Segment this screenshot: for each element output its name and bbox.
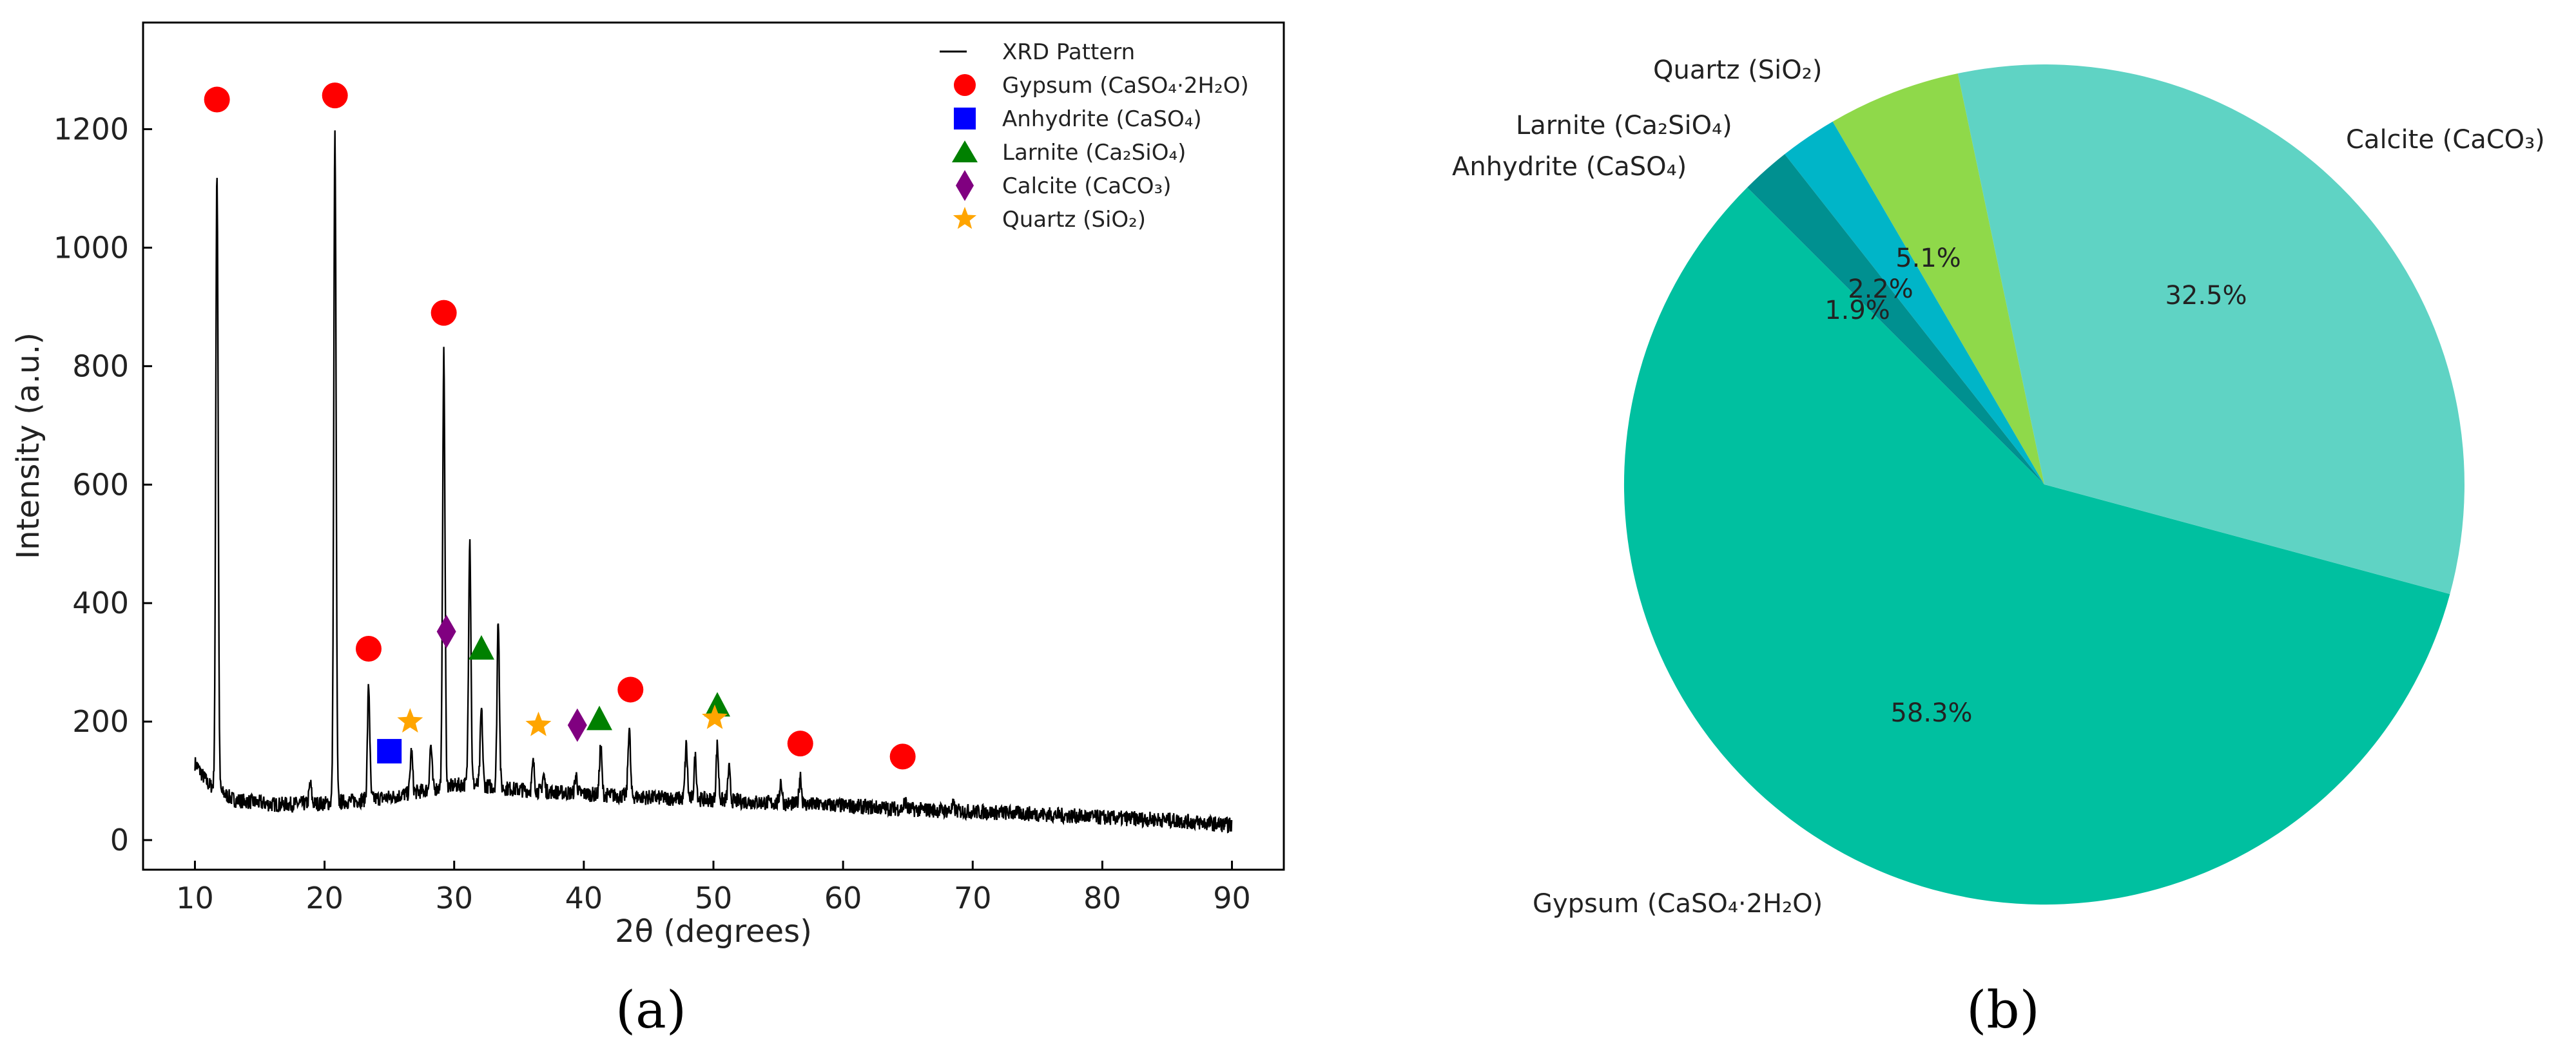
gypsum-marker-2 [355, 635, 382, 662]
xrd-line-layer [194, 130, 1233, 834]
pie-pct-quartz: 5.1% [1895, 244, 1961, 273]
x-tick-label-20: 20 [305, 881, 344, 915]
y-tick-label-600: 600 [72, 467, 129, 502]
gypsum-marker-3 [431, 300, 457, 326]
legend-label-anhydrite: Anhydrite (CaSO₄) [1002, 106, 1202, 132]
y-tick-label-200: 200 [72, 704, 129, 739]
quartz-marker-2 [702, 704, 728, 729]
anhydrite-marker-0 [377, 739, 402, 764]
y-axis-label: Intensity (a.u.) [10, 332, 46, 559]
larnite-marker-1 [586, 705, 612, 731]
legend-marker-anhydrite [954, 108, 976, 129]
pie-label-quartz: Quartz (SiO₂) [1653, 55, 1822, 85]
pie-pct-anhydrite: 1.9% [1825, 296, 1890, 325]
legend-label-larnite: Larnite (Ca₂SiO₄) [1002, 140, 1186, 166]
x-tick-label-40: 40 [565, 881, 603, 915]
x-tick-label-10: 10 [176, 881, 214, 915]
pie-slice-calcite [1957, 64, 2465, 595]
y-tick-label-1000: 1000 [53, 230, 129, 265]
y-tick-label-1200: 1200 [53, 112, 129, 147]
legend-marker-larnite [952, 140, 978, 162]
legend-marker-calcite [956, 170, 974, 201]
pie-pct-gypsum: 58.3% [1890, 698, 1972, 728]
xrd-marker-layer [204, 82, 916, 770]
pie-pct-calcite: 32.5% [2165, 281, 2247, 311]
calcite-marker-0 [436, 615, 456, 649]
gypsum-marker-6 [889, 743, 916, 770]
pie-slices [1623, 64, 2465, 905]
legend-label-gypsum: Gypsum (CaSO₄·2H₂O) [1002, 73, 1249, 99]
pie-slice-gypsum [1623, 187, 2450, 905]
gypsum-marker-1 [322, 82, 348, 109]
larnite-marker-2 [704, 692, 731, 717]
larnite-marker-0 [468, 635, 494, 660]
pie-slice-quartz [1832, 73, 2044, 484]
legend-marker-gypsum [954, 74, 976, 96]
xrd-chart: 10 20 30 40 50 60 70 80 90020040060080010001200 … [10, 21, 1285, 1040]
legend-label-xrd: XRD Pattern [1002, 39, 1135, 65]
legend-label-calcite: Calcite (CaCO₃) [1002, 173, 1171, 199]
gypsum-marker-5 [787, 731, 813, 757]
y-tick-label-400: 400 [72, 586, 129, 620]
xrd-ticks: 10 20 30 40 50 60 70 80 90 0 200 400 600 800 1000 1200 [53, 112, 1251, 915]
panel-label-b: (b) [1966, 980, 2040, 1040]
legend-label-quartz: Quartz (SiO₂) [1002, 207, 1146, 233]
quartz-marker-1 [525, 711, 552, 736]
xrd-pattern-line [194, 130, 1233, 834]
pie-label-larnite: Larnite (Ca₂SiO₄) [1516, 111, 1732, 140]
gypsum-marker-4 [617, 676, 644, 703]
pie-label-calcite: Calcite (CaCO₃) [2346, 125, 2545, 155]
mineral-pie-chart: Gypsum (CaSO₄·2H₂O) Calcite (CaCO₃) Quar… [1452, 55, 2545, 1040]
x-tick-label-50: 50 [695, 881, 733, 915]
x-tick-label-70: 70 [954, 881, 992, 915]
y-tick-label-0: 0 [110, 823, 129, 857]
x-tick-label-80: 80 [1083, 881, 1121, 915]
pie-label-gypsum: Gypsum (CaSO₄·2H₂O) [1533, 889, 1823, 919]
pie-slice-anhydrite [1747, 154, 2044, 485]
pie-label-anhydrite: Anhydrite (CaSO₄) [1452, 152, 1687, 182]
x-tick-label-30: 30 [435, 881, 473, 915]
panel-label-a: (a) [615, 980, 686, 1040]
x-tick-label-90: 90 [1213, 881, 1251, 915]
x-tick-label-60: 60 [824, 881, 862, 915]
x-axis-label: 2θ (degrees) [615, 914, 812, 950]
legend-marker-quartz [953, 207, 977, 229]
pie-pct-larnite: 2.2% [1848, 274, 1913, 304]
pie-slice-larnite [1785, 121, 2044, 484]
calcite-marker-1 [567, 708, 587, 742]
y-tick-label-800: 800 [72, 349, 129, 383]
gypsum-marker-0 [204, 86, 230, 113]
quartz-marker-0 [397, 708, 423, 733]
xrd-legend: XRD Pattern Gypsum (CaSO₄·2H₂O) Anhydrit… [940, 39, 1249, 233]
